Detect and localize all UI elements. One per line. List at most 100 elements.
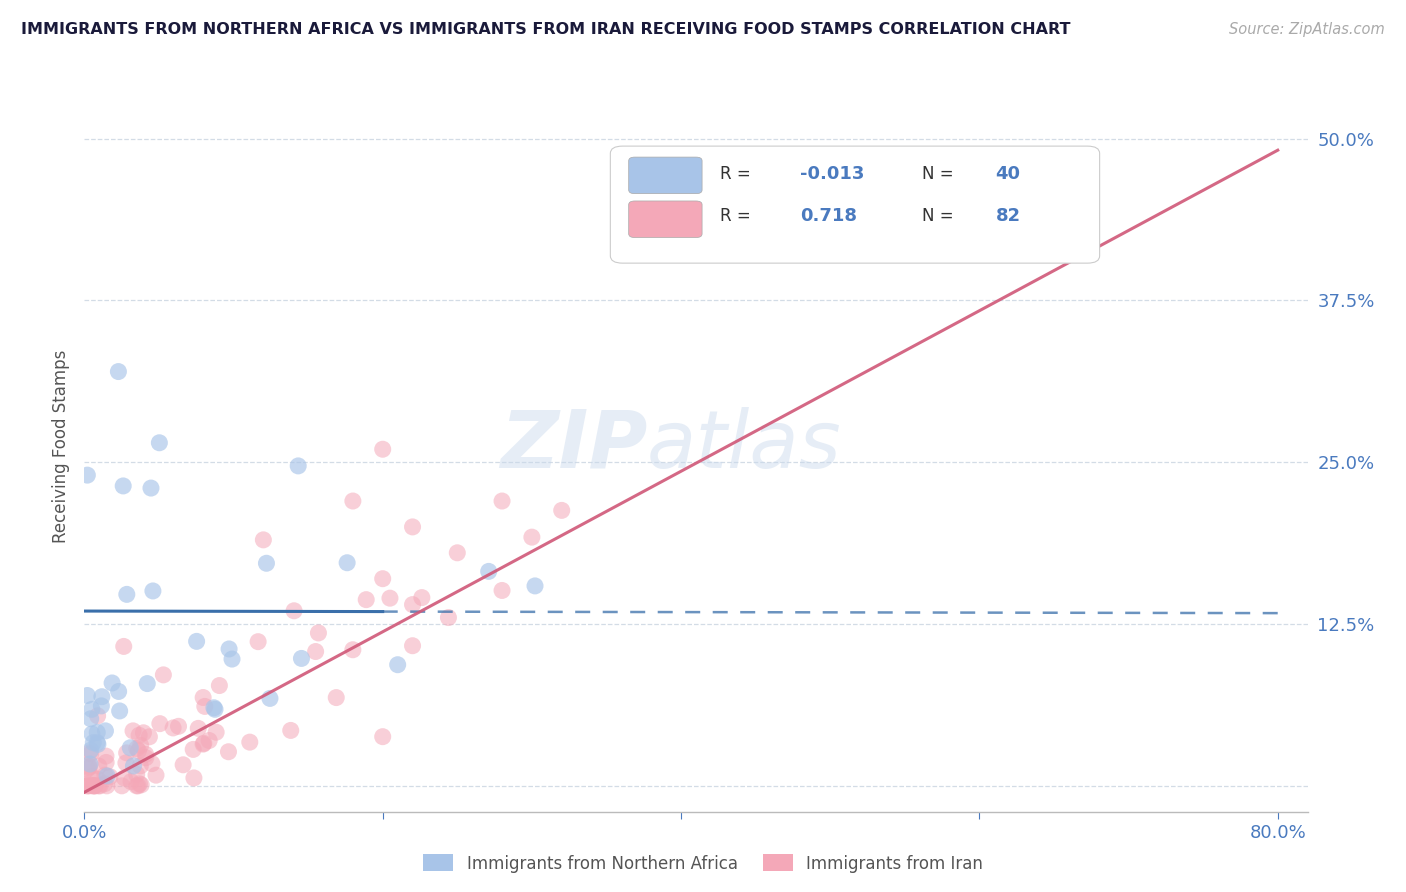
Point bbox=[304, 644, 326, 658]
Point bbox=[142, 583, 165, 598]
Text: N =: N = bbox=[922, 207, 959, 225]
Point bbox=[87, 759, 110, 773]
Point bbox=[287, 458, 309, 473]
Point bbox=[96, 769, 118, 783]
FancyBboxPatch shape bbox=[628, 201, 702, 237]
Point bbox=[79, 712, 101, 726]
Point bbox=[280, 723, 302, 738]
Point bbox=[446, 546, 468, 560]
Point bbox=[94, 723, 117, 738]
FancyBboxPatch shape bbox=[610, 146, 1099, 263]
Text: R =: R = bbox=[720, 165, 756, 183]
Point bbox=[411, 591, 433, 605]
Point bbox=[193, 736, 215, 750]
Legend: Immigrants from Northern Africa, Immigrants from Iran: Immigrants from Northern Africa, Immigra… bbox=[416, 847, 990, 880]
Point bbox=[218, 745, 240, 759]
Point bbox=[354, 592, 377, 607]
Text: 82: 82 bbox=[995, 207, 1021, 225]
Point bbox=[204, 702, 226, 716]
Point bbox=[520, 530, 543, 544]
Point bbox=[167, 719, 190, 733]
Point bbox=[162, 721, 184, 735]
Point bbox=[148, 435, 170, 450]
Text: IMMIGRANTS FROM NORTHERN AFRICA VS IMMIGRANTS FROM IRAN RECEIVING FOOD STAMPS CO: IMMIGRANTS FROM NORTHERN AFRICA VS IMMIG… bbox=[21, 22, 1070, 37]
Point bbox=[221, 652, 243, 666]
Point bbox=[247, 634, 270, 648]
Text: -0.013: -0.013 bbox=[800, 165, 865, 183]
Point bbox=[256, 556, 278, 570]
Point bbox=[194, 699, 217, 714]
Point bbox=[125, 767, 148, 781]
Point bbox=[401, 639, 423, 653]
Point bbox=[83, 779, 105, 793]
Point bbox=[80, 727, 103, 741]
Point bbox=[80, 770, 103, 784]
Point bbox=[283, 604, 305, 618]
Point bbox=[132, 726, 155, 740]
Point bbox=[437, 610, 460, 624]
Point bbox=[107, 684, 129, 698]
Point bbox=[94, 768, 117, 782]
Point bbox=[111, 779, 134, 793]
Point bbox=[82, 736, 104, 750]
Point bbox=[79, 747, 101, 761]
Point bbox=[76, 468, 98, 483]
Point bbox=[83, 779, 105, 793]
Point bbox=[491, 494, 513, 508]
Point bbox=[202, 700, 225, 714]
Point bbox=[149, 716, 172, 731]
Point bbox=[252, 533, 274, 547]
Point bbox=[76, 762, 98, 776]
Point bbox=[101, 676, 124, 690]
Point bbox=[84, 779, 107, 793]
Point bbox=[136, 676, 159, 690]
Point bbox=[139, 481, 162, 495]
Point bbox=[112, 771, 135, 785]
Point bbox=[325, 690, 347, 705]
FancyBboxPatch shape bbox=[628, 157, 702, 194]
Point bbox=[115, 587, 138, 601]
Point bbox=[128, 777, 150, 791]
Point bbox=[125, 741, 148, 756]
Point bbox=[259, 691, 281, 706]
Point bbox=[135, 750, 157, 764]
Point bbox=[172, 757, 194, 772]
Point bbox=[129, 739, 152, 753]
Point bbox=[342, 642, 364, 657]
Point bbox=[98, 770, 121, 784]
Point bbox=[401, 598, 423, 612]
Point bbox=[94, 749, 117, 764]
Point bbox=[141, 756, 163, 771]
Point bbox=[145, 768, 167, 782]
Point bbox=[191, 690, 214, 705]
Point bbox=[127, 779, 149, 793]
Point bbox=[107, 365, 129, 379]
Point bbox=[79, 743, 101, 757]
Point bbox=[120, 740, 142, 755]
Point bbox=[138, 730, 160, 744]
Point bbox=[122, 759, 145, 773]
Point bbox=[86, 736, 108, 750]
Point bbox=[96, 779, 118, 793]
Point bbox=[336, 556, 359, 570]
Point bbox=[187, 722, 209, 736]
Point bbox=[387, 657, 409, 672]
Point bbox=[239, 735, 262, 749]
Point bbox=[1050, 170, 1073, 185]
Point bbox=[87, 737, 110, 751]
Point bbox=[218, 642, 240, 657]
Point bbox=[76, 779, 98, 793]
Point bbox=[90, 698, 112, 713]
Point bbox=[79, 779, 101, 793]
Point bbox=[198, 733, 221, 747]
Point bbox=[290, 651, 312, 665]
Point bbox=[76, 777, 98, 791]
Point bbox=[152, 668, 174, 682]
Point bbox=[76, 689, 98, 703]
Text: N =: N = bbox=[922, 165, 959, 183]
Point bbox=[83, 779, 105, 793]
Point bbox=[86, 725, 108, 739]
Point bbox=[491, 583, 513, 598]
Point bbox=[77, 761, 100, 775]
Point bbox=[129, 778, 152, 792]
